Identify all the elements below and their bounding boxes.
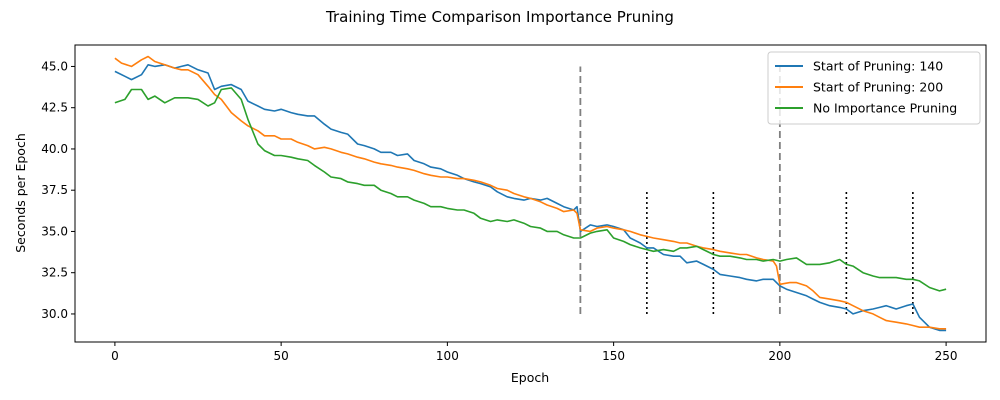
y-tick-label: 45.0 xyxy=(41,59,68,73)
x-axis-label: Epoch xyxy=(511,370,549,385)
series-lines xyxy=(114,55,947,332)
x-tick-label: 100 xyxy=(436,349,459,363)
x-tick-label: 200 xyxy=(768,349,791,363)
y-tick-label: 30.0 xyxy=(41,307,68,321)
legend: Start of Pruning: 140 Start of Pruning: 2… xyxy=(767,51,981,125)
y-axis: 30.0 32.5 35.0 37.5 40.0 42.5 45.0 xyxy=(41,59,75,321)
y-tick-label: 40.0 xyxy=(41,142,68,156)
x-tick-label: 150 xyxy=(602,349,625,363)
series-line-1 xyxy=(114,64,947,332)
y-tick-label: 35.0 xyxy=(41,224,68,238)
series-line-3 xyxy=(114,87,947,292)
x-tick-label: 50 xyxy=(273,349,288,363)
y-tick-label: 42.5 xyxy=(41,101,68,115)
chart-title: Training Time Comparison Importance Prun… xyxy=(325,8,674,26)
legend-entry: No Importance Pruning xyxy=(813,101,957,116)
y-axis-label: Seconds per Epoch xyxy=(13,133,28,253)
y-tick-label: 37.5 xyxy=(41,183,68,197)
legend-entry: Start of Pruning: 140 xyxy=(813,59,943,74)
y-tick-label: 32.5 xyxy=(41,266,68,280)
x-axis: 0 50 100 150 200 250 xyxy=(111,342,958,363)
x-tick-label: 0 xyxy=(111,349,119,363)
x-tick-label: 250 xyxy=(935,349,958,363)
legend-frame xyxy=(767,51,981,125)
legend-entry: Start of Pruning: 200 xyxy=(813,80,943,95)
reference-lines xyxy=(579,66,914,314)
series-line-2 xyxy=(114,55,947,330)
plot-area xyxy=(74,44,987,343)
